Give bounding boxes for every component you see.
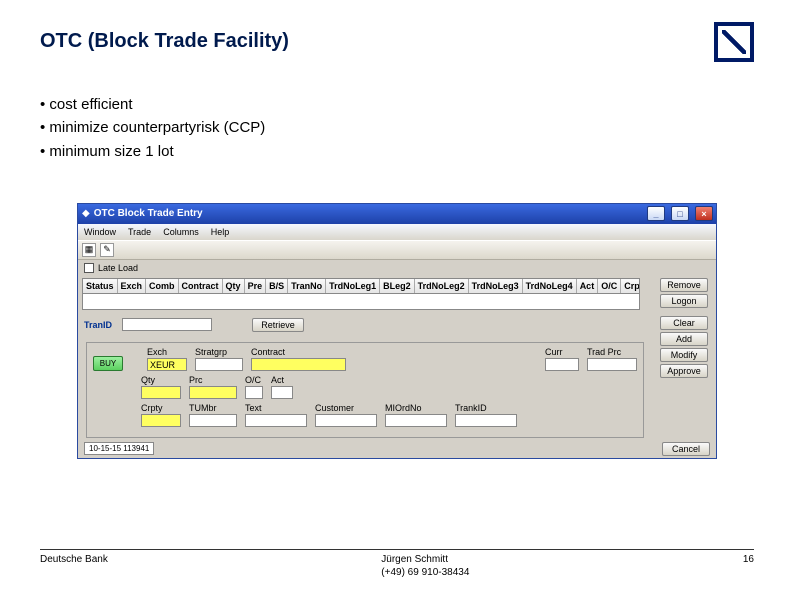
grid-col-trdnoleg3[interactable]: TrdNoLeg3 [469,279,523,293]
curr-input[interactable] [545,358,579,371]
footer-page-number: 16 [743,554,754,579]
grid-col-trdnoleg2[interactable]: TrdNoLeg2 [415,279,469,293]
text-label: Text [245,403,307,413]
contract-input[interactable] [251,358,346,371]
toolbar-icon-2[interactable]: ✎ [100,243,114,257]
bullet-list: • cost efficient • minimize counterparty… [40,93,754,163]
late-load-checkbox[interactable] [84,263,94,273]
exch-label: Exch [147,347,187,357]
act-label: Act [271,375,293,385]
remove-button[interactable]: Remove [660,278,708,292]
entry-panel: BUY ExchXEUR Stratgrp Contract Curr Trad… [86,342,644,438]
footer-author: Jürgen Schmitt [381,554,469,567]
grid-col-trdnoleg1[interactable]: TrdNoLeg1 [326,279,380,293]
footer-company: Deutsche Bank [40,554,108,579]
trankid-input[interactable] [455,414,517,427]
grid-col-comb[interactable]: Comb [146,279,179,293]
text-input[interactable] [245,414,307,427]
clear-button[interactable]: Clear [660,316,708,330]
exch-input[interactable]: XEUR [147,358,187,371]
minimize-button[interactable]: _ [647,206,665,221]
footer-phone: (+49) 69 910-38434 [381,567,469,580]
title-bar: ◆ OTC Block Trade Entry _ □ × [78,204,716,224]
crpty-input[interactable] [141,414,181,427]
curr-label: Curr [545,347,579,357]
menu-help[interactable]: Help [211,227,230,237]
customer-input[interactable] [315,414,377,427]
act-input[interactable] [271,386,293,399]
grid-col-bs[interactable]: B/S [266,279,288,293]
grid-col-pre[interactable]: Pre [245,279,267,293]
grid-col-crpty[interactable]: Crpty [621,279,640,293]
tradprc-label: Trad Prc [587,347,637,357]
tumbr-input[interactable] [189,414,237,427]
tranid-input[interactable] [122,318,212,331]
app-window: ◆ OTC Block Trade Entry _ □ × Window Tra… [77,203,717,459]
logon-button[interactable]: Logon [660,294,708,308]
menu-trade[interactable]: Trade [128,227,151,237]
tradprc-input[interactable] [587,358,637,371]
retrieve-button[interactable]: Retrieve [252,318,304,332]
toolbar: ▦ ✎ [78,240,716,260]
app-icon: ◆ [82,208,90,219]
prc-input[interactable] [189,386,237,399]
grid-col-qty[interactable]: Qty [223,279,245,293]
toolbar-icon-1[interactable]: ▦ [82,243,96,257]
grid-col-trdnoleg4[interactable]: TrdNoLeg4 [523,279,577,293]
bullet-item: • minimize counterpartyrisk (CCP) [40,116,754,139]
menu-bar: Window Trade Columns Help [78,224,716,240]
timestamp-display: 10-15-15 113941 [84,442,154,455]
bullet-item: • minimum size 1 lot [40,140,754,163]
cancel-button[interactable]: Cancel [662,442,710,456]
prc-label: Prc [189,375,237,385]
qty-label: Qty [141,375,181,385]
late-load-row: Late Load [78,260,716,276]
bullet-item: • cost efficient [40,93,754,116]
stratgrp-label: Stratgrp [195,347,243,357]
grid-col-bleg2[interactable]: BLeg2 [380,279,415,293]
grid-col-oc[interactable]: O/C [598,279,621,293]
add-button[interactable]: Add [660,332,708,346]
approve-button[interactable]: Approve [660,364,708,378]
menu-columns[interactable]: Columns [163,227,199,237]
modify-button[interactable]: Modify [660,348,708,362]
late-load-label: Late Load [98,263,138,273]
close-button[interactable]: × [695,206,713,221]
tumbr-label: TUMbr [189,403,237,413]
customer-label: Customer [315,403,377,413]
maximize-button[interactable]: □ [671,206,689,221]
menu-window[interactable]: Window [84,227,116,237]
page-title: OTC (Block Trade Facility) [40,30,754,53]
trankid-label: TrankID [455,403,517,413]
grid-col-exch[interactable]: Exch [118,279,147,293]
db-logo [714,22,754,62]
tranid-label: TranID [84,320,112,330]
grid-col-tranno[interactable]: TranNo [288,279,326,293]
qty-input[interactable] [141,386,181,399]
oc-input[interactable] [245,386,263,399]
grid-col-contract[interactable]: Contract [179,279,223,293]
buy-button[interactable]: BUY [93,356,123,371]
grid-body [82,294,640,310]
grid-header: Status Exch Comb Contract Qty Pre B/S Tr… [82,278,640,294]
grid-col-act[interactable]: Act [577,279,599,293]
window-title: OTC Block Trade Entry [94,208,641,219]
contract-label: Contract [251,347,346,357]
grid-col-status[interactable]: Status [83,279,118,293]
miordno-input[interactable] [385,414,447,427]
oc-label: O/C [245,375,263,385]
stratgrp-input[interactable] [195,358,243,371]
miordno-label: MIOrdNo [385,403,447,413]
crpty-label: Crpty [141,403,181,413]
